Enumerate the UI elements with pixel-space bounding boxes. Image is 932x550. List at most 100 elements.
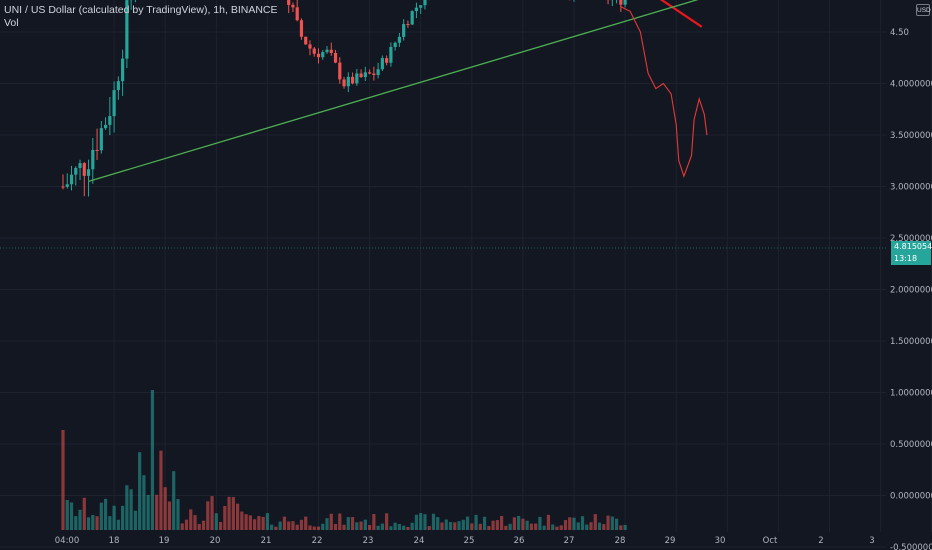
volume-bar: [559, 525, 563, 530]
candle-body: [291, 4, 295, 8]
volume-bar: [150, 390, 155, 530]
candle-body: [350, 76, 355, 84]
trend-drawings[interactable]: [88, 0, 797, 182]
volume-bar: [359, 521, 363, 530]
volume-bar: [478, 523, 482, 530]
volume-bar: [610, 516, 614, 530]
volume-bar: [500, 515, 504, 530]
time-axis-label: 30: [715, 536, 726, 546]
candle-body: [108, 116, 112, 125]
volume-bar: [223, 505, 227, 530]
volume-bar: [180, 523, 184, 530]
candle-body: [389, 46, 393, 63]
time-axis-label: Oct: [763, 536, 778, 546]
candle-body: [321, 52, 325, 58]
volume-bar: [614, 518, 619, 530]
candle-body: [338, 62, 342, 80]
volume-bar: [368, 525, 372, 530]
price-axis-label: 1.00000000: [890, 389, 932, 399]
volume-bar: [112, 505, 116, 530]
volume-bar: [176, 499, 180, 530]
volume-bar: [240, 511, 244, 530]
time-axis-label: 26: [514, 536, 525, 546]
volume-bar: [274, 526, 278, 530]
candle-body: [299, 20, 304, 37]
price-axis-label: 2.50000000: [890, 234, 932, 244]
volume-bar: [159, 450, 163, 530]
volume-bar: [372, 514, 376, 530]
volume-bar: [406, 526, 410, 530]
volume-indicator-label[interactable]: Vol: [4, 17, 19, 29]
volume-bar: [278, 521, 282, 530]
volume-bar: [346, 517, 350, 530]
volume-bar: [231, 497, 235, 530]
symbol-title[interactable]: UNI / US Dollar (calculated by TradingVi…: [4, 4, 278, 16]
candle-body: [329, 49, 333, 53]
candle-body: [385, 58, 389, 63]
volume-bar: [410, 522, 414, 530]
candle-body: [393, 42, 397, 47]
candle-body: [69, 174, 74, 185]
volume-bar: [419, 513, 423, 530]
volume-bar: [551, 524, 555, 530]
volume-bar: [295, 524, 299, 530]
volume-bar: [103, 498, 108, 530]
volume-bar: [116, 519, 120, 530]
candle-body: [359, 73, 363, 78]
volume-bar: [555, 526, 559, 530]
volume-bar: [606, 515, 610, 530]
candle-body: [397, 36, 402, 43]
volume-bar: [308, 525, 312, 530]
candle-body: [95, 149, 99, 151]
candle-body: [333, 52, 338, 63]
volume-bar: [121, 505, 125, 530]
volume-bar: [487, 526, 491, 530]
volume-bar: [440, 522, 444, 530]
candle-body: [410, 11, 414, 25]
volume-bar: [474, 514, 478, 530]
candle-body: [355, 73, 359, 84]
volume-bar: [95, 516, 99, 530]
volume-bar: [82, 497, 86, 530]
volume-bar: [201, 520, 206, 530]
candle-body: [419, 5, 423, 8]
volume-bar: [235, 503, 240, 530]
volume-bar: [453, 522, 457, 530]
candle-body: [99, 128, 103, 151]
volume-bar: [623, 524, 627, 530]
currency-badge[interactable]: USD: [916, 4, 931, 16]
chart-legend: UNI / US Dollar (calculated by TradingVi…: [4, 4, 278, 30]
volume-bar: [465, 516, 470, 530]
candle-body: [619, 0, 623, 5]
volume-bar: [197, 523, 201, 530]
volume-bar: [529, 523, 534, 530]
candle-body: [65, 184, 69, 187]
volume-bar: [163, 487, 167, 530]
volume-bar: [542, 525, 546, 530]
volume-bar: [86, 517, 91, 530]
price-axis-label: -0.50000000: [890, 543, 932, 550]
time-axis-label: 3: [869, 536, 874, 546]
candle-body: [372, 73, 376, 75]
volume-bar: [508, 523, 512, 530]
price-axis[interactable]: 9.59.000000008.500000008.000000007.50000…: [890, 0, 932, 550]
time-axis[interactable]: 04:00 18 19 20 21 22 23 24 25 26 27 28 29 30 Oct 2 3: [55, 536, 875, 546]
volume-bar: [546, 514, 551, 530]
time-axis-label: 29: [665, 536, 676, 546]
volume-bar: [61, 430, 65, 530]
bar-countdown-tag: 13:18: [891, 253, 931, 265]
volume-bar: [397, 523, 402, 530]
volume-bar: [142, 475, 146, 530]
volume-bar: [193, 515, 197, 530]
price-axis-label: 4.00000000: [890, 80, 932, 90]
volume-bar: [385, 513, 389, 530]
volume-bar: [448, 522, 453, 530]
volume-bar: [538, 516, 542, 530]
time-axis-label: 25: [464, 536, 475, 546]
price-axis-label: 3.00000000: [890, 183, 932, 193]
volume-bar: [257, 516, 261, 530]
volume-bar: [504, 525, 508, 530]
volume-bar: [78, 509, 82, 530]
candle-body: [363, 72, 367, 78]
